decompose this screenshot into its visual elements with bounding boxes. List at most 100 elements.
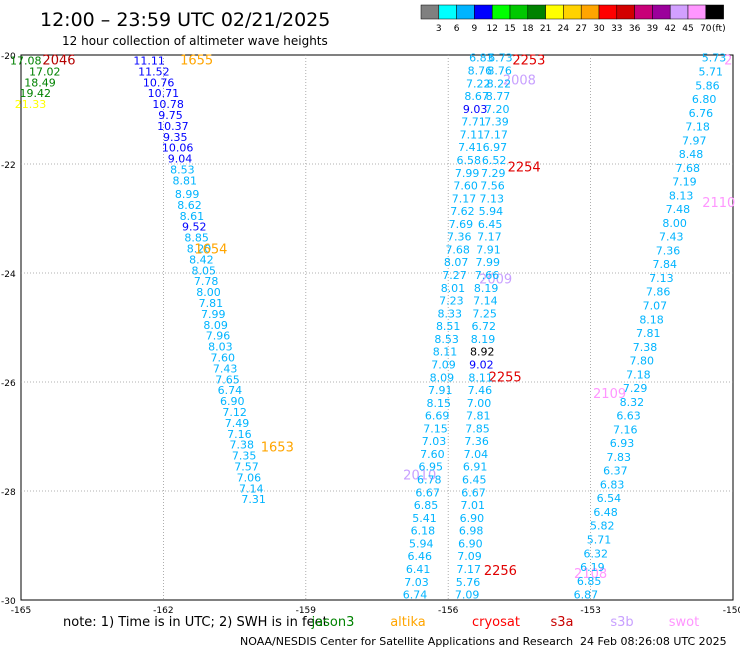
wave-height-label: 7.14 xyxy=(239,482,264,495)
wave-height-label: 7.99 xyxy=(455,167,480,180)
wave-height-label: 11.52 xyxy=(138,65,170,78)
y-tick-label: -30 xyxy=(1,597,16,607)
wave-height-label: 6.78 xyxy=(417,474,442,487)
wave-height-label: 9.04 xyxy=(168,153,193,166)
wave-height-label: 7.15 xyxy=(423,422,448,435)
wave-height-label: 6.98 xyxy=(459,525,484,538)
wave-height-label: 7.36 xyxy=(464,435,489,448)
wave-height-label: 7.71 xyxy=(461,116,486,129)
wave-height-label: 7.80 xyxy=(629,355,654,368)
wave-height-label: 7.03 xyxy=(404,576,429,589)
wave-height-label: 6.90 xyxy=(460,512,485,525)
legend-item-altika: altika xyxy=(390,615,426,630)
extra-tracks: 6.838.767.228.679.037.717.117.416.587.99… xyxy=(403,52,727,602)
wave-height-label: 7.20 xyxy=(485,103,510,116)
wave-height-label: 8.61 xyxy=(180,210,205,223)
wave-height-label: 8.67 xyxy=(464,90,489,103)
pass-time-label: 1654 xyxy=(194,242,227,257)
wave-height-label: 8.11 xyxy=(433,346,458,359)
wave-height-label: 6.73 xyxy=(488,52,513,65)
wave-height-label: 6.87 xyxy=(574,589,599,602)
wave-height-label: 7.12 xyxy=(222,406,247,419)
colorbar-swatch xyxy=(687,4,707,20)
wave-height-label: 8.81 xyxy=(173,174,198,187)
wave-height-label: 6.90 xyxy=(220,395,245,408)
wave-height-label: 7.43 xyxy=(213,362,238,375)
colorbar-label: 70 xyxy=(700,24,712,34)
wave-height-label: 7.36 xyxy=(447,231,472,244)
wave-height-label: 7.35 xyxy=(232,450,257,463)
wave-height-label: 8.51 xyxy=(436,320,461,333)
wave-height-label: 7.09 xyxy=(457,550,482,563)
wave-height-label: 8.92 xyxy=(470,346,495,359)
wave-height-label: 8.85 xyxy=(184,232,209,245)
footer-note: note: 1) Time is in UTC; 2) SWH is in fe… xyxy=(63,615,328,630)
x-tick-label: -153 xyxy=(580,606,600,616)
wave-height-label: 7.17 xyxy=(483,128,508,141)
plot-area: -165 -162 -159 -156 -153 -150 -20 -22 -24 -26 -28 -… xyxy=(1,52,740,616)
colorbar-swatch xyxy=(580,4,600,20)
x-tick-label: -159 xyxy=(296,606,317,616)
wave-height-label: 7.17 xyxy=(452,192,477,205)
wave-height-label: 6.90 xyxy=(458,537,483,550)
wave-height-label: 5.86 xyxy=(695,79,720,92)
footer-timestamp: 24 Feb 08:26:08 UTC 2025 xyxy=(580,635,727,648)
wave-height-label: 7.60 xyxy=(420,448,445,461)
wave-height-label: 9.03 xyxy=(463,103,488,116)
wave-height-label: 11.11 xyxy=(133,54,165,67)
wave-height-label: 8.09 xyxy=(203,319,228,332)
x-tick-label: -156 xyxy=(438,606,459,616)
colorbar-swatch xyxy=(438,4,457,20)
wave-height-label: 8.42 xyxy=(189,253,214,266)
wave-height-label: 5.73 xyxy=(702,52,727,65)
legend-item-swot: swot xyxy=(669,615,699,630)
wave-height-label: 7.00 xyxy=(467,397,492,410)
x-tick-label: -165 xyxy=(11,606,31,616)
wave-height-label: 6.85 xyxy=(414,499,439,512)
wave-height-label: 7.62 xyxy=(450,205,475,218)
wave-height-label: 6.54 xyxy=(597,492,622,505)
colorbar: 3 6 9 12 15 18 21 24 27 30 33 36 39 42 45 70 (ft) xyxy=(420,4,726,34)
wave-height-label: 7.46 xyxy=(468,384,493,397)
wave-height-label: 5.71 xyxy=(698,65,723,78)
pass-time-label: 2110 xyxy=(702,196,735,211)
wave-height-label: 8.53 xyxy=(434,333,459,346)
wave-height-label: 8.15 xyxy=(426,397,451,410)
pass-time-label: 2254 xyxy=(508,161,541,176)
pass-time-label: 1653 xyxy=(261,440,294,455)
colorbar-swatch xyxy=(527,4,546,20)
wave-height-label: 9.75 xyxy=(158,109,183,122)
wave-height-label: 7.86 xyxy=(646,286,671,299)
wave-height-label: 6.63 xyxy=(616,410,641,423)
wave-height-label: 6.18 xyxy=(411,525,436,538)
wave-height-label: 7.83 xyxy=(606,451,631,464)
wave-height-label: 7.36 xyxy=(656,244,681,257)
legend-item-s3a: s3a xyxy=(550,615,573,630)
colorbar-label: 33 xyxy=(611,24,622,34)
wave-height-label: 7.16 xyxy=(227,428,252,441)
wave-height-label: 7.60 xyxy=(453,180,478,193)
colorbar-swatch xyxy=(474,4,493,20)
wave-height-label: 9.35 xyxy=(163,131,188,144)
wave-height-label: 7.22 xyxy=(466,77,491,90)
colorbar-label: 12 xyxy=(486,24,497,34)
wave-height-label: 8.22 xyxy=(487,77,512,90)
colorbar-swatch xyxy=(598,4,618,20)
wave-height-label: 8.09 xyxy=(430,371,455,384)
colorbar-label: 45 xyxy=(682,24,693,34)
wave-height-label: 6.58 xyxy=(457,154,482,167)
colorbar-label: 24 xyxy=(558,24,570,34)
colorbar-swatch xyxy=(669,4,689,20)
wave-height-label: 7.16 xyxy=(613,423,638,436)
colorbar-swatch xyxy=(456,4,475,20)
y-tick-label: -20 xyxy=(1,52,16,62)
colorbar-swatch xyxy=(652,4,671,20)
legend-item-cryosat: cryosat xyxy=(472,615,520,630)
wave-height-label: 6.37 xyxy=(603,465,628,478)
wave-height-label: 8.19 xyxy=(471,333,496,346)
pass-time-label: 2 xyxy=(724,53,732,68)
wave-height-label: 6.67 xyxy=(415,486,440,499)
wave-height-label: 7.68 xyxy=(445,243,470,256)
